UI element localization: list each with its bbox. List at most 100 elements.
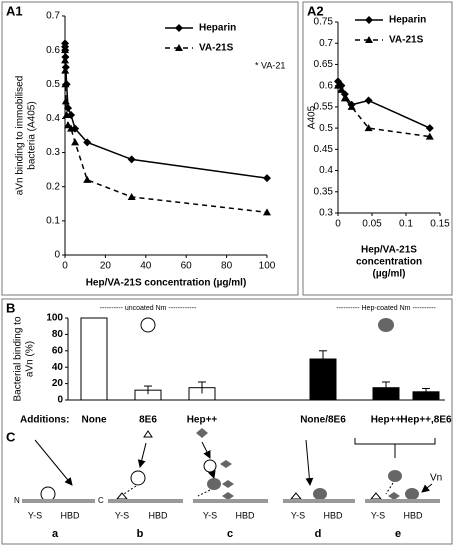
- x-tick-label: 0.15: [430, 219, 450, 230]
- y-axis-label: aVn binding to immobilised: [15, 76, 26, 196]
- y-tick-label: 0.35: [314, 186, 334, 197]
- vn-label: Vn: [430, 473, 442, 484]
- marker: [61, 66, 70, 74]
- x-axis-label: concentration: [356, 257, 422, 268]
- marker: [364, 96, 373, 105]
- y-axis-label: A405: [307, 105, 318, 129]
- marker: [263, 174, 271, 183]
- y-tick-label: 0.4: [46, 113, 60, 124]
- marker: [364, 124, 373, 132]
- icon: [378, 318, 394, 332]
- marker: [175, 44, 183, 51]
- x-tick-label: 100: [259, 261, 276, 272]
- y-tick-label: 20: [52, 378, 64, 389]
- legend-label: Heparin: [389, 15, 426, 26]
- legend-label: Heparin: [199, 23, 236, 34]
- case-letter: c: [227, 528, 233, 540]
- y-tick-label: 0.55: [314, 102, 334, 113]
- y-tick-label: 60: [52, 345, 64, 356]
- panel-label: B: [6, 300, 15, 315]
- row-label: Additions:: [20, 415, 69, 426]
- x-tick-label: 0.05: [362, 219, 382, 230]
- y-tick-label: 0.45: [314, 144, 334, 155]
- site-label: HBD: [235, 510, 255, 520]
- marker: [61, 97, 70, 105]
- x-tick-label: 60: [181, 261, 193, 272]
- y-tick-label: 0.65: [314, 59, 334, 70]
- series-line: [337, 85, 430, 138]
- group-label: ---------- Hep-coated Nm ----------: [336, 305, 436, 312]
- marker: [67, 124, 76, 132]
- x-tick-label: 20: [100, 261, 112, 272]
- diagram: [34, 438, 436, 502]
- y-tick-label: 0.5: [319, 123, 333, 134]
- x-tick-label: None/8E6: [300, 415, 346, 426]
- site-label: HBD: [148, 510, 168, 520]
- y-tick-label: 0.3: [319, 208, 333, 219]
- x-tick-label: Hep++,8E6: [400, 415, 452, 426]
- terminus-label: N: [14, 496, 20, 505]
- site-label: Y-S: [203, 510, 217, 520]
- x-axis-label: Hep/VA-21S concentration (µg/ml): [86, 278, 247, 289]
- y-axis-label: Bacterial binding to: [13, 316, 24, 401]
- marker: [365, 16, 373, 24]
- y-tick-label: 0: [54, 250, 60, 261]
- panel-frame: [1, 298, 453, 545]
- panel-label: C: [6, 429, 16, 444]
- marker: [61, 46, 70, 54]
- y-tick-label: 40: [52, 362, 64, 373]
- series-line: [64, 43, 268, 179]
- y-tick-label: 0.1: [46, 215, 60, 226]
- y-tick-label: 0.4: [319, 165, 333, 176]
- terminus-label: C: [98, 496, 104, 505]
- y-tick-label: 0: [57, 395, 63, 406]
- marker: [337, 85, 346, 93]
- site-label: Y-S: [371, 510, 385, 520]
- y-tick-label: 0.75: [314, 17, 334, 28]
- x-tick-label: 0: [335, 219, 341, 230]
- marker: [83, 138, 92, 147]
- x-tick-label: 40: [140, 261, 152, 272]
- marker: [263, 208, 271, 216]
- legend-label: VA-21S: [199, 43, 234, 54]
- x-tick-label: None: [82, 415, 107, 426]
- annotation: * VA-21: [255, 60, 285, 70]
- marker: [71, 138, 80, 146]
- y-axis-label: bacteria (A405): [27, 101, 38, 169]
- marker: [127, 192, 136, 200]
- site-label: Y-S: [291, 510, 305, 520]
- y-tick-label: 0.6: [319, 80, 333, 91]
- y-axis-label: aVn (%): [25, 341, 36, 377]
- marker: [347, 102, 356, 110]
- y-tick-label: 80: [52, 329, 64, 340]
- case-letter: d: [315, 528, 322, 540]
- x-tick-label: 0: [62, 261, 68, 272]
- group-label: ---------- uncoated Nm ------------: [100, 305, 197, 312]
- x-axis-label: (µg/ml): [373, 269, 406, 280]
- legend-label: VA-21S: [389, 35, 424, 46]
- marker: [61, 52, 70, 61]
- panel-frame: [1, 1, 299, 296]
- y-tick-label: 0.6: [46, 45, 60, 56]
- x-tick-label: Hep++: [371, 415, 402, 426]
- y-tick-label: 0.7: [319, 38, 333, 49]
- site-label: HBD: [403, 510, 423, 520]
- marker: [365, 36, 373, 43]
- case-letter: b: [137, 528, 144, 540]
- marker: [62, 111, 71, 119]
- x-axis-label: Hep/VA-21S: [361, 245, 417, 256]
- x-tick-label: Hep++: [187, 415, 218, 426]
- x-tick-label: 0.1: [399, 219, 413, 230]
- site-label: Y-S: [115, 510, 129, 520]
- y-tick-label: 0.5: [46, 79, 60, 90]
- site-label: HBD: [60, 510, 80, 520]
- panel-frame: [302, 1, 453, 296]
- series-line: [64, 50, 268, 214]
- x-tick-label: 80: [221, 261, 233, 272]
- icon: [140, 317, 156, 333]
- case-letter: a: [52, 528, 59, 540]
- site-label: HBD: [323, 510, 343, 520]
- marker: [175, 24, 183, 32]
- site-label: Y-S: [28, 510, 42, 520]
